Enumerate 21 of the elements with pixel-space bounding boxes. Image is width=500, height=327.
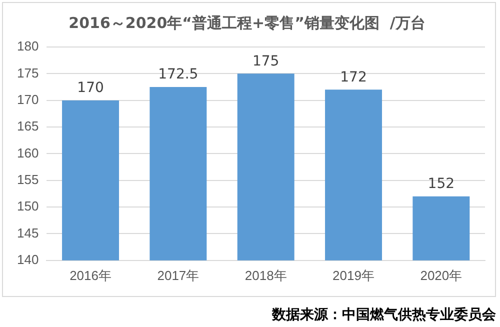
y-tick-label: 140 bbox=[16, 252, 39, 267]
x-tick-label: 2020年 bbox=[420, 268, 462, 283]
data-label: 172 bbox=[340, 69, 367, 86]
x-tick-label: 2019年 bbox=[332, 268, 374, 283]
y-tick-label: 180 bbox=[16, 38, 39, 54]
chart-title: 2016～2020年“普通工程+零售”销量变化图 /万台 bbox=[68, 14, 426, 32]
data-label: 175 bbox=[252, 53, 280, 70]
data-label: 170 bbox=[77, 80, 104, 96]
y-tick-label: 155 bbox=[16, 172, 39, 187]
y-tick-label: 160 bbox=[16, 145, 39, 160]
y-tick-label: 175 bbox=[16, 65, 39, 80]
y-tick-label: 170 bbox=[16, 92, 39, 107]
data-label: 152 bbox=[428, 176, 455, 192]
y-tick-label: 145 bbox=[16, 225, 39, 240]
y-tick-label: 165 bbox=[16, 118, 39, 134]
source-note: 数据来源：中国燃气供热专业委员会 bbox=[272, 306, 496, 324]
x-tick-label: 2016年 bbox=[70, 268, 112, 283]
x-tick-label: 2017年 bbox=[157, 268, 200, 283]
x-tick-label: 2018年 bbox=[244, 268, 287, 283]
data-label: 172.5 bbox=[158, 66, 198, 83]
y-tick-label: 150 bbox=[16, 198, 39, 214]
